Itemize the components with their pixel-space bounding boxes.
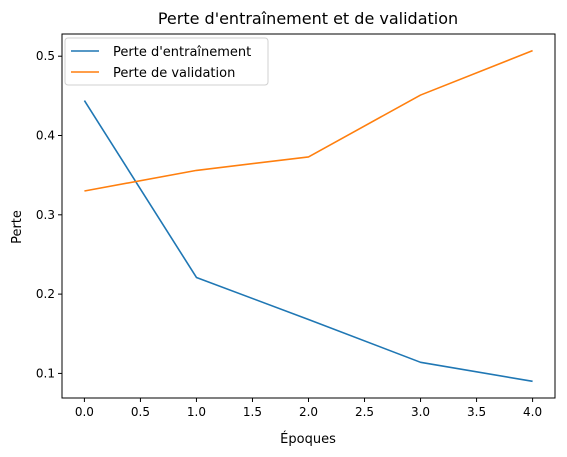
series-line-validation-loss	[84, 49, 533, 192]
legend-box	[64, 37, 269, 86]
plot-area	[61, 33, 556, 399]
x-tick-label: 2.0	[299, 405, 318, 419]
x-axis-label: Époques	[280, 431, 336, 447]
x-tick-label: 4.0	[523, 405, 542, 419]
y-axis-ticks: 0.1 0.2 0.3 0.4 0.5	[36, 49, 62, 380]
legend-label-validation: Perte de validation	[113, 66, 235, 81]
x-axis-ticks: 0.0 0.5 1.0 1.5 2.0 2.5 3.0 3.5 4.0	[75, 398, 542, 419]
legend-label-training: Perte d'entraînement	[113, 45, 251, 60]
y-tick-label: 0.4	[36, 129, 55, 143]
y-tick-label: 0.1	[36, 366, 55, 380]
axes-frame	[61, 33, 556, 399]
y-tick-label: 0.3	[36, 208, 55, 222]
x-tick-label: 3.5	[467, 405, 486, 419]
series-line-training-loss	[83, 100, 533, 383]
x-tick-label: 3.0	[411, 405, 430, 419]
x-tick-label: 2.5	[355, 405, 374, 419]
y-tick-label: 0.2	[36, 287, 55, 301]
chart-title: Perte d'entraînement et de validation	[158, 9, 458, 28]
x-tick-label: 1.5	[243, 405, 262, 419]
y-axis-label: Perte	[10, 210, 25, 244]
legend: Perte d'entraînement Perte de validation	[64, 37, 269, 86]
series-lines	[83, 49, 533, 383]
y-tick-label: 0.5	[36, 49, 55, 63]
x-tick-label: 0.5	[131, 405, 150, 419]
x-tick-label: 1.0	[187, 405, 206, 419]
x-tick-label: 0.0	[75, 405, 94, 419]
